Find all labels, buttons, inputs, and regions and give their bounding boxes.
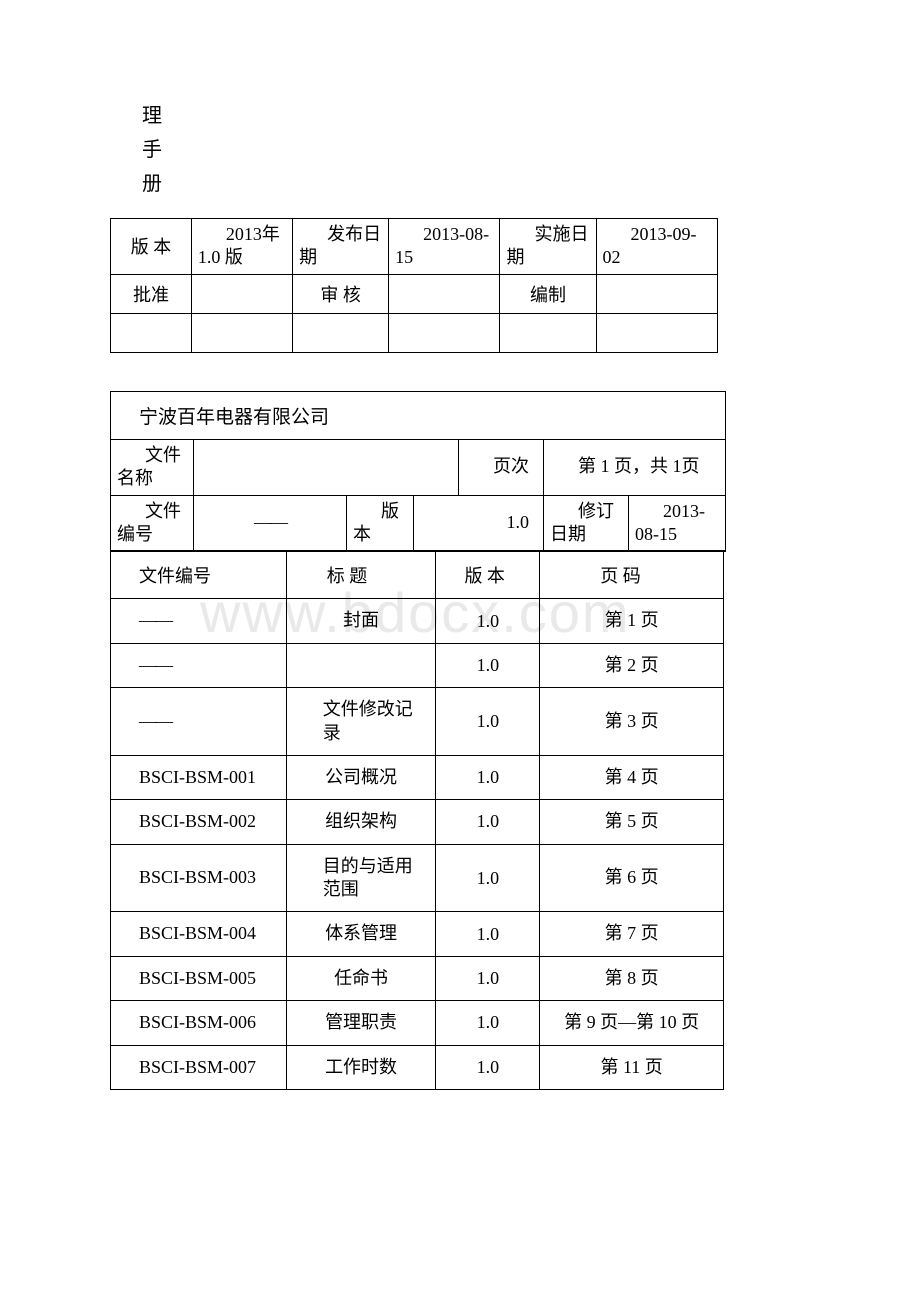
version-info-table: 版 本 2013年 1.0 版 发布日期 2013-08-15 实施日期 201… xyxy=(110,218,718,353)
cell-title xyxy=(286,643,436,687)
cell-page: 第 7 页 xyxy=(540,912,724,956)
cell-page: 第 6 页 xyxy=(540,844,724,912)
cell-title: 文件修改记录 xyxy=(286,688,436,756)
cell-version-label: 版 本 xyxy=(111,219,192,275)
table-row: BSCI-BSM-007工作时数1.0第 11 页 xyxy=(111,1045,724,1089)
table-row: BSCI-BSM-004体系管理1.0第 7 页 xyxy=(111,912,724,956)
table-row: ——封面1.0第 1 页 xyxy=(111,599,724,643)
cell-docnum: BSCI-BSM-004 xyxy=(111,912,287,956)
heading-char: 手 xyxy=(142,134,810,166)
cell-title: 管理职责 xyxy=(286,1001,436,1045)
cell-compile-value xyxy=(596,274,717,313)
cell-version: 1.0 xyxy=(436,800,540,844)
cell-implement-value: 2013-09-02 xyxy=(596,219,717,275)
cell-version: 1.0 xyxy=(436,599,540,643)
cell-page: 第 3 页 xyxy=(540,688,724,756)
cell-pagenum-label: 页次 xyxy=(459,440,544,495)
col-docnum: 文件编号 xyxy=(111,552,287,599)
cell-page: 第 9 页—第 10 页 xyxy=(540,1001,724,1045)
cell-approve-label: 批准 xyxy=(111,274,192,313)
table-row xyxy=(111,313,718,352)
table-row: ——文件修改记录1.0第 3 页 xyxy=(111,688,724,756)
cell-docnum: —— xyxy=(111,688,287,756)
cell-page: 第 1 页 xyxy=(540,599,724,643)
cell-empty xyxy=(500,313,596,352)
cell-docnum-label: 文件编号 xyxy=(111,495,194,551)
cell-review-label: 审 核 xyxy=(293,274,389,313)
cell-title: 目的与适用范围 xyxy=(286,844,436,912)
cell-review-value xyxy=(389,274,500,313)
cell-title: 任命书 xyxy=(286,956,436,1000)
col-page: 页 码 xyxy=(540,552,724,599)
table-header-row: 文件编号 标 题 版 本 页 码 xyxy=(111,552,724,599)
table-row: —— 1.0第 2 页 xyxy=(111,643,724,687)
document-meta-table: 文件名称 页次 第 1 页，共 1页 文件编号 —— 版本 1.0 修订日期 2… xyxy=(111,440,725,552)
cell-docnum: BSCI-BSM-007 xyxy=(111,1045,287,1089)
cell-ver-value: 1.0 xyxy=(414,495,544,551)
table-row: BSCI-BSM-006管理职责1.0第 9 页—第 10 页 xyxy=(111,1001,724,1045)
cell-empty xyxy=(191,313,292,352)
cell-docnum: BSCI-BSM-005 xyxy=(111,956,287,1000)
cell-page: 第 4 页 xyxy=(540,755,724,799)
cell-docnum: BSCI-BSM-002 xyxy=(111,800,287,844)
table-row: BSCI-BSM-001公司概况1.0第 4 页 xyxy=(111,755,724,799)
cell-empty xyxy=(596,313,717,352)
cell-revdate-label: 修订日期 xyxy=(544,495,629,551)
cell-version: 1.0 xyxy=(436,1001,540,1045)
cell-title: 组织架构 xyxy=(286,800,436,844)
cell-publish-value: 2013-08-15 xyxy=(389,219,500,275)
contents-table: 文件编号 标 题 版 本 页 码 ——封面1.0第 1 页——1.0第 2 页—… xyxy=(110,551,724,1090)
table-row: 批准 审 核 编制 xyxy=(111,274,718,313)
cell-empty xyxy=(293,313,389,352)
cell-revdate-value: 2013-08-15 xyxy=(629,495,726,551)
cell-version: 1.0 xyxy=(436,688,540,756)
company-name: 宁波百年电器有限公司 xyxy=(111,392,725,440)
cell-docnum: BSCI-BSM-001 xyxy=(111,755,287,799)
table-row: BSCI-BSM-003目的与适用范围1.0第 6 页 xyxy=(111,844,724,912)
cell-publish-label: 发布日期 xyxy=(293,219,389,275)
cell-ver-label: 版本 xyxy=(347,495,414,551)
heading-char: 理 xyxy=(142,100,810,132)
cell-title: 公司概况 xyxy=(286,755,436,799)
cell-docnum: BSCI-BSM-006 xyxy=(111,1001,287,1045)
cell-version: 1.0 xyxy=(436,1045,540,1089)
table-row: 版 本 2013年 1.0 版 发布日期 2013-08-15 实施日期 201… xyxy=(111,219,718,275)
cell-version: 1.0 xyxy=(436,956,540,1000)
cell-title: 工作时数 xyxy=(286,1045,436,1089)
heading-vertical: 理 手 册 xyxy=(142,100,810,200)
cell-title: 体系管理 xyxy=(286,912,436,956)
cell-compile-label: 编制 xyxy=(500,274,596,313)
cell-docnum-value: —— xyxy=(194,495,347,551)
cell-docname-value xyxy=(194,440,459,495)
col-title: 标 题 xyxy=(286,552,436,599)
cell-docnum: —— xyxy=(111,643,287,687)
heading-char: 册 xyxy=(142,168,810,200)
cell-docnum: BSCI-BSM-003 xyxy=(111,844,287,912)
cell-page: 第 8 页 xyxy=(540,956,724,1000)
cell-version: 1.0 xyxy=(436,844,540,912)
cell-page: 第 2 页 xyxy=(540,643,724,687)
cell-empty xyxy=(111,313,192,352)
cell-version: 1.0 xyxy=(436,643,540,687)
col-version: 版 本 xyxy=(436,552,540,599)
table-row: BSCI-BSM-005任命书1.0第 8 页 xyxy=(111,956,724,1000)
cell-docnum: —— xyxy=(111,599,287,643)
cell-page: 第 5 页 xyxy=(540,800,724,844)
cell-version: 1.0 xyxy=(436,755,540,799)
cell-version: 1.0 xyxy=(436,912,540,956)
table-row: 文件编号 —— 版本 1.0 修订日期 2013-08-15 xyxy=(111,495,725,551)
cell-implement-label: 实施日期 xyxy=(500,219,596,275)
cell-empty xyxy=(389,313,500,352)
document-header-block: 宁波百年电器有限公司 文件名称 页次 第 1 页，共 1页 文件编号 —— 版本… xyxy=(110,391,726,553)
cell-version-value: 2013年 1.0 版 xyxy=(191,219,292,275)
table-row: BSCI-BSM-002组织架构1.0第 5 页 xyxy=(111,800,724,844)
cell-page: 第 11 页 xyxy=(540,1045,724,1089)
cell-approve-value xyxy=(191,274,292,313)
table-row: 文件名称 页次 第 1 页，共 1页 xyxy=(111,440,725,495)
cell-docname-label: 文件名称 xyxy=(111,440,194,495)
cell-pagenum-value: 第 1 页，共 1页 xyxy=(544,440,726,495)
cell-title: 封面 xyxy=(286,599,436,643)
